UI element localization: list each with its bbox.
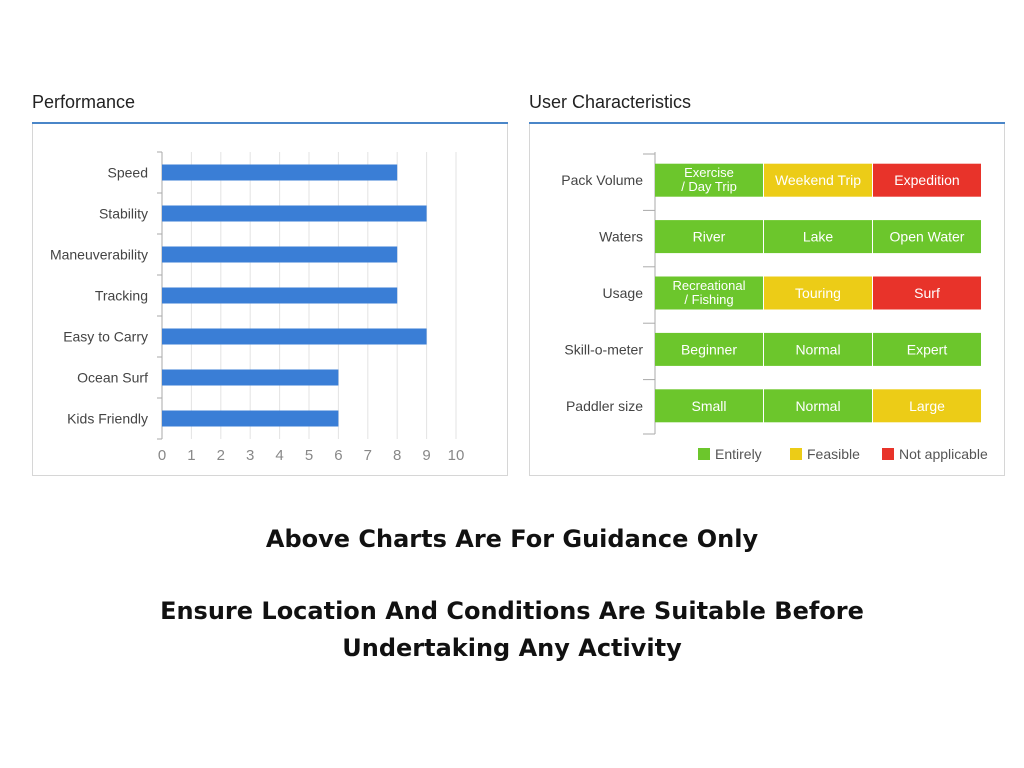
cell-label: Expedition xyxy=(894,172,959,188)
status-cell xyxy=(873,389,981,423)
bar-easy-to-carry xyxy=(162,328,427,345)
cell-label: Open Water xyxy=(890,229,965,245)
cell-label: Small xyxy=(691,398,726,414)
category-label: Ocean Surf xyxy=(77,370,148,386)
x-tick-label: 10 xyxy=(448,447,465,464)
performance-panel: Speed Stability Maneuverability Tracking Eas… xyxy=(32,124,508,476)
x-tick-label: 1 xyxy=(187,447,195,464)
cell-label: Recreational xyxy=(673,278,746,293)
status-cell xyxy=(764,220,872,254)
category-label: Stability xyxy=(99,206,148,222)
x-tick-label: 2 xyxy=(217,447,225,464)
cell-label: Exercise xyxy=(684,165,734,180)
status-cell xyxy=(655,332,763,366)
legend-label: Feasible xyxy=(807,446,860,462)
safety-caption-line-1: Ensure Location And Conditions Are Suita… xyxy=(160,597,864,625)
status-cell xyxy=(655,220,763,254)
performance-title-rule xyxy=(32,122,508,124)
category-label: Easy to Carry xyxy=(63,329,148,345)
cell-label: Expert xyxy=(907,341,948,357)
x-tick-label: 6 xyxy=(334,447,342,464)
legend-label: Not applicable xyxy=(899,446,988,462)
cell-label: / Fishing xyxy=(684,292,733,307)
row-label: Skill-o-meter xyxy=(564,341,643,357)
status-cell xyxy=(764,163,872,197)
status-cell xyxy=(873,276,981,310)
row-label: Waters xyxy=(599,229,643,245)
bar-ocean-surf xyxy=(162,369,339,386)
x-tick-label: 8 xyxy=(393,447,401,464)
category-label: Tracking xyxy=(95,288,148,304)
status-cell xyxy=(873,220,981,254)
performance-title: Performance xyxy=(32,92,136,112)
status-cell xyxy=(764,332,872,366)
cell-label: Weekend Trip xyxy=(775,172,861,188)
cell-label: / Day Trip xyxy=(681,179,737,194)
x-tick-label: 0 xyxy=(158,447,166,464)
category-label: Maneuverability xyxy=(50,247,148,263)
status-cell xyxy=(764,389,872,423)
cell-label: Large xyxy=(909,398,945,414)
user-characteristics-chart: Pack Volume Exercise/ Day Trip Weekend Tri… xyxy=(561,152,988,462)
performance-chart: Speed Stability Maneuverability Tracking Eas… xyxy=(50,151,465,464)
user-characteristics-panel: Pack Volume Exercise / Day Trip Weekend Tri… xyxy=(529,124,1005,476)
row-label: Paddler size xyxy=(566,398,643,414)
cell-label: Surf xyxy=(914,285,940,301)
status-cell xyxy=(873,163,981,197)
x-tick-label: 5 xyxy=(305,447,313,464)
legend-label: Entirely xyxy=(715,446,762,462)
legend-swatch-feasible xyxy=(790,448,802,460)
status-cell xyxy=(873,332,981,366)
row-label: Usage xyxy=(603,285,644,301)
bar-kids-friendly xyxy=(162,410,339,427)
status-cell xyxy=(655,389,763,423)
cell-label: Normal xyxy=(795,341,840,357)
cell-label: Touring xyxy=(795,285,841,301)
user-characteristics-title: User Characteristics xyxy=(529,92,692,112)
x-tick-label: 4 xyxy=(275,447,283,464)
cell-label: Normal xyxy=(795,398,840,414)
bar-maneuverability xyxy=(162,246,398,263)
cell-label: Lake xyxy=(803,229,834,245)
cell-label: River xyxy=(693,229,726,245)
user-characteristics-title-rule xyxy=(529,122,1005,124)
x-tick-label: 9 xyxy=(422,447,430,464)
guidance-caption: Above Charts Are For Guidance Only xyxy=(265,525,759,553)
x-tick-label: 7 xyxy=(364,447,372,464)
x-tick-label: 3 xyxy=(246,447,254,464)
bar-speed xyxy=(162,164,398,181)
cell-label: Beginner xyxy=(681,341,737,357)
category-label: Kids Friendly xyxy=(67,411,148,427)
safety-caption-line-2: Undertaking Any Activity xyxy=(342,634,682,662)
legend-swatch-not-applicable xyxy=(882,448,894,460)
bar-stability xyxy=(162,205,427,222)
legend-swatch-entirely xyxy=(698,448,710,460)
bar-tracking xyxy=(162,287,398,304)
row-label: Pack Volume xyxy=(561,172,643,188)
status-cell xyxy=(655,276,763,310)
status-cell xyxy=(764,276,872,310)
status-cell xyxy=(655,163,763,197)
category-label: Speed xyxy=(108,165,148,181)
